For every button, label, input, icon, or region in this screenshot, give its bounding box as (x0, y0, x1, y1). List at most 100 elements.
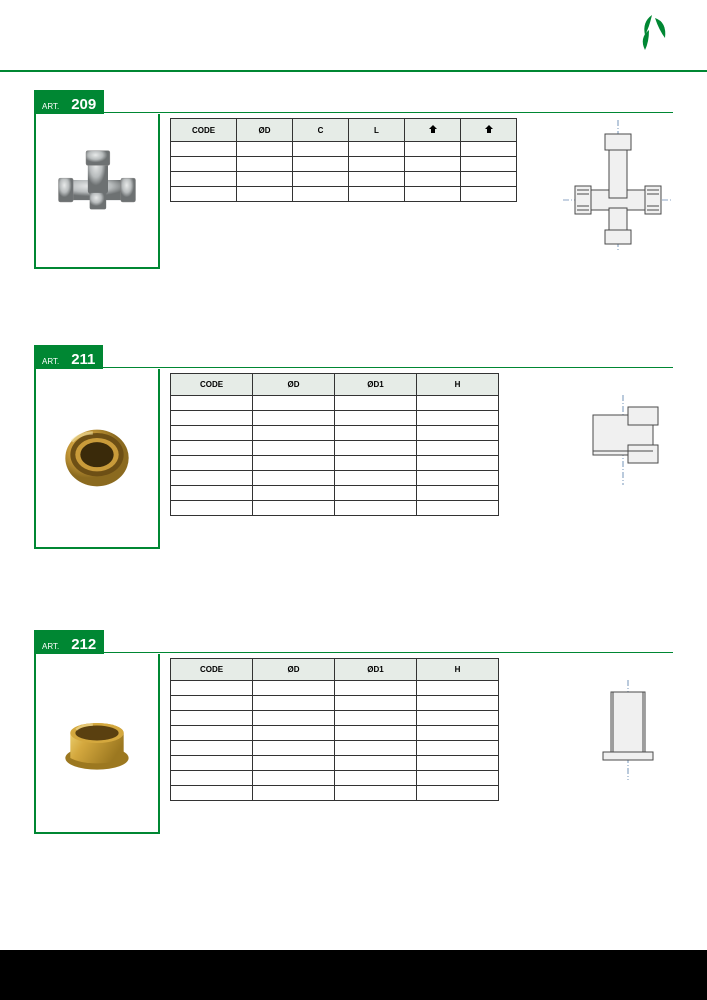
table-row (171, 681, 499, 696)
table-row (171, 411, 499, 426)
product-photo-211 (34, 369, 160, 549)
table-cell (335, 441, 417, 456)
table-row (171, 396, 499, 411)
table-row (171, 157, 517, 172)
table-cell (335, 396, 417, 411)
table-cell (171, 157, 237, 172)
table-row (171, 741, 499, 756)
table-cell (171, 396, 253, 411)
table-cell (349, 157, 405, 172)
table-cell (335, 741, 417, 756)
top-rule (0, 70, 707, 72)
table-cell (335, 696, 417, 711)
table-cell (405, 187, 461, 202)
table-cell (405, 142, 461, 157)
table-cell (405, 157, 461, 172)
table-cell (417, 741, 499, 756)
article-header: ART. 209 (34, 90, 673, 114)
table-cell (171, 471, 253, 486)
table-cell (171, 456, 253, 471)
table-cell (237, 142, 293, 157)
table-cell (349, 172, 405, 187)
table-column-header: ØD (237, 119, 293, 142)
table-cell (171, 486, 253, 501)
table-cell (171, 187, 237, 202)
header-rule (103, 367, 673, 368)
table-cell (253, 501, 335, 516)
table-cell (253, 411, 335, 426)
table-cell (335, 756, 417, 771)
table-cell (171, 501, 253, 516)
table-cell (171, 681, 253, 696)
table-column-header: C (293, 119, 349, 142)
table-cell (417, 396, 499, 411)
data-table-209: CODEØDCL (170, 118, 517, 202)
art-label: ART. (42, 102, 59, 111)
table-cell (171, 441, 253, 456)
table-row (171, 486, 499, 501)
article-tag: ART. 209 (34, 90, 104, 114)
art-number: 209 (71, 96, 96, 113)
product-photo-209 (34, 114, 160, 269)
table-cell (335, 456, 417, 471)
table-cell (171, 726, 253, 741)
table-cell (253, 486, 335, 501)
article-header: ART. 211 (34, 345, 673, 369)
table-cell (253, 426, 335, 441)
table-cell (171, 771, 253, 786)
technical-drawing-209 (563, 120, 673, 255)
table-row (171, 142, 517, 157)
product-photo-212 (34, 654, 160, 834)
page-footer-bar (0, 950, 707, 1000)
table-cell (253, 741, 335, 756)
table-cell (171, 696, 253, 711)
table-cell (253, 471, 335, 486)
table-column-header: CODE (171, 119, 237, 142)
table-cell (335, 471, 417, 486)
table-row (171, 441, 499, 456)
table-cell (171, 711, 253, 726)
table-row (171, 786, 499, 801)
table-row (171, 187, 517, 202)
brand-logo (627, 10, 677, 55)
article-header: ART. 212 (34, 630, 673, 654)
table-column-header: CODE (171, 374, 253, 396)
table-cell (253, 771, 335, 786)
table-cell (253, 726, 335, 741)
table-cell (349, 187, 405, 202)
table-cell (335, 426, 417, 441)
table-cell (417, 681, 499, 696)
table-cell (253, 696, 335, 711)
art-label: ART. (42, 642, 59, 651)
table-cell (253, 681, 335, 696)
table-cell (417, 786, 499, 801)
table-cell (417, 726, 499, 741)
table-row (171, 771, 499, 786)
table-column-header: H (417, 374, 499, 396)
article-212: ART. 212 C (34, 630, 673, 834)
table-row (171, 426, 499, 441)
table-cell (349, 142, 405, 157)
table-cell (417, 411, 499, 426)
table-column-header: ØD1 (335, 374, 417, 396)
table-cell (253, 396, 335, 411)
table-cell (335, 411, 417, 426)
header-rule (104, 652, 673, 653)
table-row (171, 726, 499, 741)
table-column-header: ØD (253, 659, 335, 681)
data-table-212: CODEØDØD1H (170, 658, 499, 801)
table-cell (253, 456, 335, 471)
table-cell (171, 426, 253, 441)
table-column-header (405, 119, 461, 142)
technical-drawing-212 (583, 680, 673, 785)
data-table-211: CODEØDØD1H (170, 373, 499, 516)
table-cell (461, 157, 517, 172)
table-cell (253, 711, 335, 726)
table-cell (171, 142, 237, 157)
table-row (171, 456, 499, 471)
table-column-header (461, 119, 517, 142)
table-row (171, 501, 499, 516)
table-row (171, 172, 517, 187)
article-tag: ART. 211 (34, 345, 103, 369)
table-cell (253, 756, 335, 771)
